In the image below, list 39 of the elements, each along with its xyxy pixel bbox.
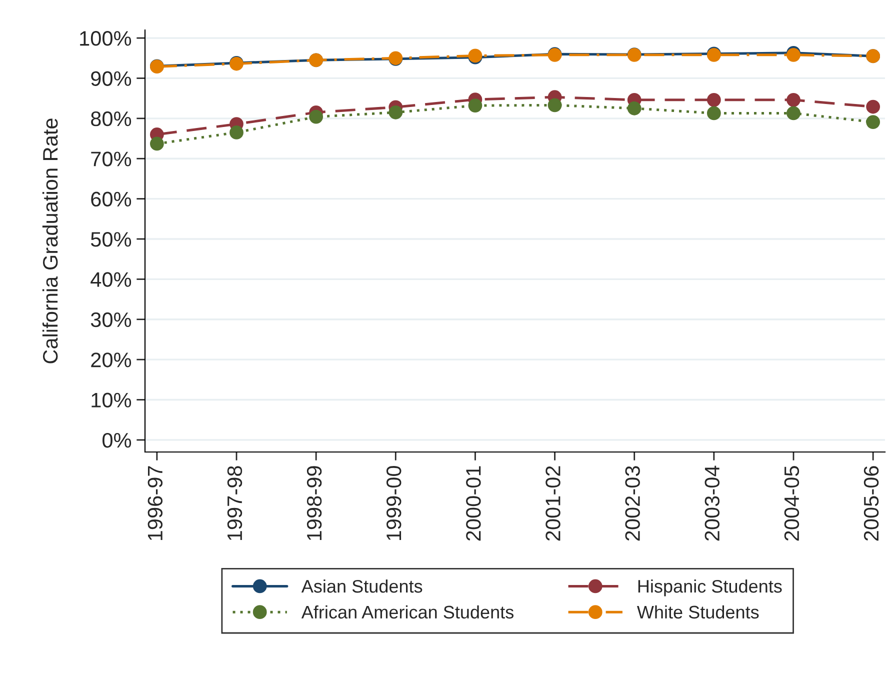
y-tick-label: 70% <box>91 152 132 166</box>
legend-label: Asian Students <box>301 579 422 593</box>
point <box>388 105 403 120</box>
x-tick-label: 2005-06 <box>864 466 879 541</box>
point <box>150 136 164 151</box>
y-tick-label: 10% <box>92 392 132 408</box>
x-tick-label: 2004-05 <box>784 466 800 541</box>
y-tick-label: 100% <box>80 31 132 46</box>
point <box>786 92 800 107</box>
x-tick-label: 2001-02 <box>546 466 560 541</box>
point <box>627 101 642 116</box>
point <box>309 110 324 124</box>
y-tick-label: 90% <box>91 71 132 86</box>
x-tick-label: 1999-00 <box>386 466 402 540</box>
x-tick-label: 1997-98 <box>227 466 242 540</box>
x-tick-label: 1996-97 <box>148 466 163 540</box>
y-tick-label: 50% <box>90 232 132 247</box>
y-axis-title: California Graduation Rate <box>42 118 58 364</box>
point <box>230 126 244 140</box>
x-tick-label: 2003-04 <box>704 466 720 541</box>
x-tick-label: 1998-99 <box>306 466 322 540</box>
point <box>786 106 800 120</box>
point <box>706 92 721 107</box>
x-tick-label: 2002-03 <box>625 466 640 541</box>
y-tick-label: 80% <box>91 111 132 126</box>
y-tick-label: 0% <box>102 432 132 448</box>
x-tick-label: 2000-01 <box>466 466 481 541</box>
legend-label: African American Students <box>301 605 514 619</box>
y-tick-label: 60% <box>91 192 132 207</box>
point <box>468 98 482 113</box>
point <box>866 100 880 114</box>
point <box>548 98 562 112</box>
legend-label: White Students <box>636 605 759 619</box>
y-tick-label: 40% <box>90 272 132 287</box>
legend-label: Hispanic Students <box>638 579 782 596</box>
y-tick-label: 30% <box>90 312 132 328</box>
point <box>706 106 721 120</box>
point <box>866 115 880 129</box>
y-tick-label: 20% <box>91 352 132 368</box>
